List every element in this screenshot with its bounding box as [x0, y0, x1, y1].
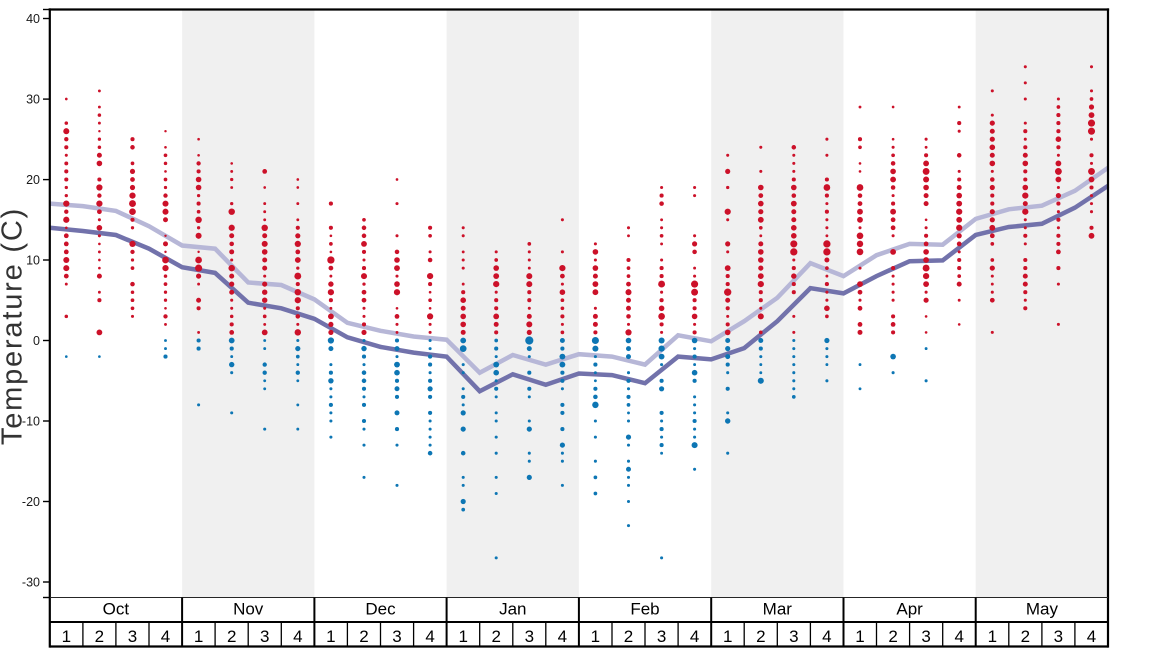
svg-text:4: 4: [690, 627, 699, 646]
svg-text:1: 1: [458, 627, 467, 646]
svg-text:1: 1: [723, 627, 732, 646]
svg-text:Oct: Oct: [103, 600, 130, 619]
svg-text:2: 2: [359, 627, 368, 646]
svg-text:1: 1: [855, 627, 864, 646]
svg-text:1: 1: [194, 627, 203, 646]
svg-text:3: 3: [921, 627, 930, 646]
svg-text:-30: -30: [22, 575, 40, 589]
svg-text:Nov: Nov: [233, 600, 264, 619]
svg-text:2: 2: [624, 627, 633, 646]
svg-text:4: 4: [161, 627, 170, 646]
svg-text:-10: -10: [22, 414, 40, 428]
svg-text:40: 40: [26, 12, 40, 26]
svg-text:30: 30: [26, 93, 40, 107]
svg-text:2: 2: [95, 627, 104, 646]
svg-text:10: 10: [26, 253, 40, 267]
svg-text:3: 3: [128, 627, 137, 646]
svg-text:1: 1: [326, 627, 335, 646]
svg-text:Dec: Dec: [365, 600, 396, 619]
svg-text:3: 3: [657, 627, 666, 646]
svg-text:2: 2: [888, 627, 897, 646]
svg-text:3: 3: [260, 627, 269, 646]
svg-text:Apr: Apr: [896, 600, 923, 619]
svg-text:1: 1: [62, 627, 71, 646]
svg-text:May: May: [1026, 600, 1059, 619]
svg-text:Jan: Jan: [499, 600, 526, 619]
svg-text:Mar: Mar: [763, 600, 793, 619]
svg-text:1: 1: [591, 627, 600, 646]
svg-text:4: 4: [954, 627, 963, 646]
svg-text:0: 0: [33, 334, 40, 348]
svg-text:4: 4: [822, 627, 831, 646]
svg-text:4: 4: [425, 627, 434, 646]
svg-text:2: 2: [227, 627, 236, 646]
svg-text:3: 3: [392, 627, 401, 646]
svg-text:3: 3: [1054, 627, 1063, 646]
svg-text:Temperature (C): Temperature (C): [0, 207, 29, 445]
svg-text:4: 4: [293, 627, 302, 646]
svg-text:4: 4: [558, 627, 567, 646]
svg-text:1: 1: [988, 627, 997, 646]
svg-text:3: 3: [525, 627, 534, 646]
svg-text:2: 2: [1021, 627, 1030, 646]
svg-text:3: 3: [789, 627, 798, 646]
svg-text:2: 2: [491, 627, 500, 646]
svg-text:2: 2: [756, 627, 765, 646]
svg-text:Feb: Feb: [630, 600, 659, 619]
svg-text:4: 4: [1087, 627, 1096, 646]
svg-text:20: 20: [26, 173, 40, 187]
svg-text:-20: -20: [22, 495, 40, 509]
